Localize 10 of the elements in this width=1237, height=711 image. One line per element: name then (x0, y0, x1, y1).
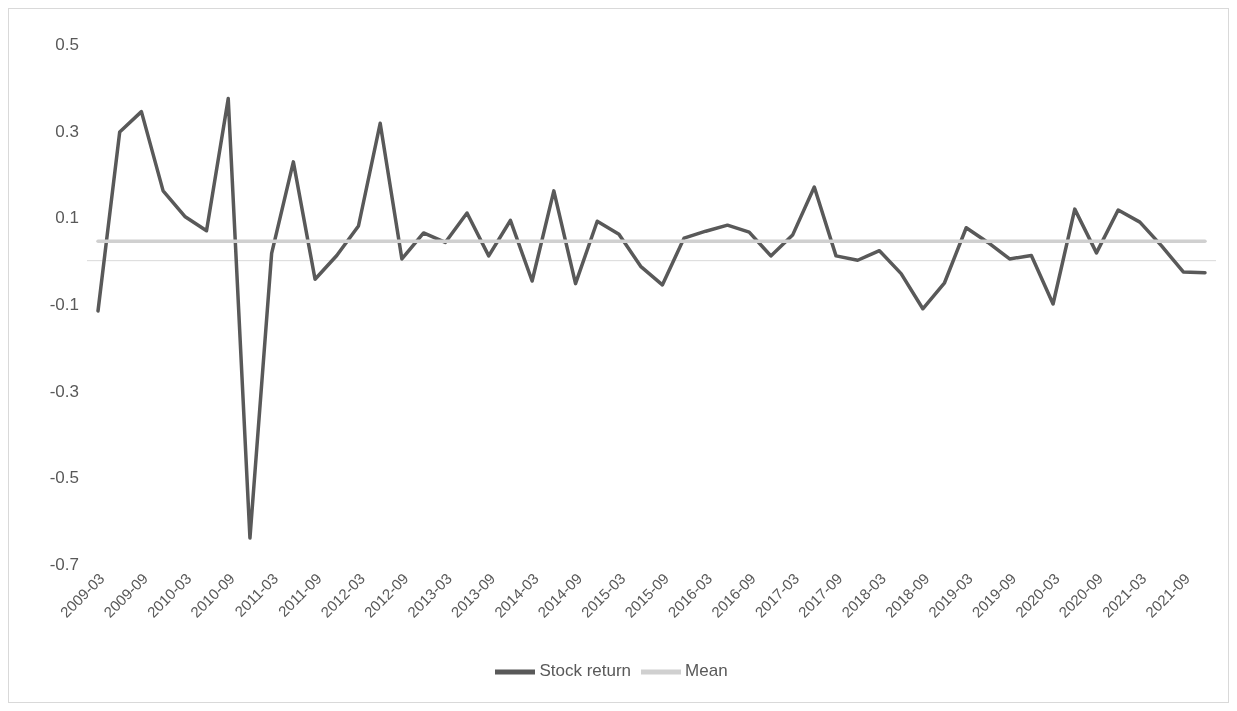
y-tick-label: 0.3 (55, 121, 79, 141)
y-tick-label: -0.7 (49, 555, 79, 575)
y-tick-label: -0.3 (49, 381, 79, 401)
y-tick-label: -0.5 (49, 468, 79, 488)
y-tick-label: 0.5 (55, 35, 79, 55)
y-tick-label: 0.1 (55, 208, 79, 228)
legend-label: Mean (685, 661, 728, 681)
line-series (96, 96, 1207, 540)
y-tick-label: -0.1 (49, 295, 79, 315)
legend-label: Stock return (539, 661, 632, 681)
